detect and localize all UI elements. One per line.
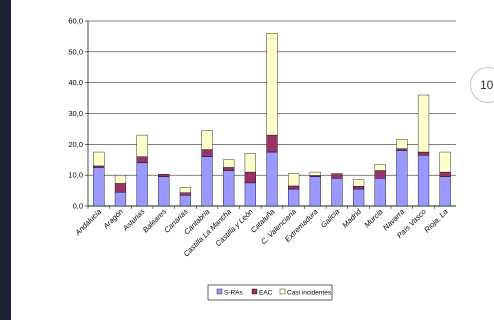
legend-label-eac: EAC [259, 290, 273, 297]
bar-segment-casi-incidentes-9 [288, 173, 300, 187]
y-tick-label: 60,0 [68, 17, 83, 26]
bar-segment-s-ras-13 [374, 178, 386, 207]
bar-segment-casi-incidentes-6 [223, 159, 235, 168]
y-tick-label: 50,0 [68, 47, 83, 56]
bar-segment-s-ras-14 [396, 150, 408, 207]
bar-segment-s-ras-16 [439, 176, 451, 207]
bar-segment-eac-7 [244, 171, 256, 184]
bar-segment-eac-3 [158, 174, 170, 177]
bar-segment-eac-0 [93, 165, 105, 168]
x-axis-labels: AndalucíaAragónAsturiasBalearesCanariasC… [73, 206, 450, 259]
left-frame-band [0, 0, 11, 320]
y-tick-label: 30,0 [68, 109, 83, 118]
legend-swatch-casi-incidentes [279, 288, 286, 295]
x-tick-label: Galicia [319, 207, 342, 230]
bar-segment-eac-13 [374, 170, 386, 179]
bar-segment-eac-4 [179, 192, 192, 196]
legend-swatch-eac [251, 288, 258, 295]
bar-segment-casi-incidentes-15 [417, 94, 430, 153]
bar-segment-s-ras-5 [201, 156, 213, 207]
bar-segment-eac-9 [288, 185, 300, 190]
x-tick-label: Rioja, La [422, 207, 449, 234]
x-tick-label: Madrid [340, 206, 363, 229]
bar-segment-casi-incidentes-5 [201, 130, 213, 150]
bars [93, 33, 451, 207]
bar-segment-eac-15 [417, 151, 430, 156]
bar-segment-casi-incidentes-7 [244, 153, 256, 173]
bar-segment-s-ras-9 [288, 188, 300, 207]
y-tick-label: 20,0 [68, 140, 83, 149]
bar-segment-casi-incidentes-12 [352, 179, 365, 187]
bar-segment-casi-incidentes-2 [136, 134, 148, 157]
page-number: 10 [480, 78, 494, 92]
bar-segment-casi-incidentes-14 [396, 139, 408, 149]
bar-segment-casi-incidentes-10 [309, 171, 321, 176]
bar-segment-s-ras-4 [179, 195, 192, 207]
legend: S-RAs EAC Casi incidentes [207, 284, 333, 301]
bar-segment-eac-11 [331, 173, 343, 179]
bar-segment-s-ras-6 [223, 170, 235, 207]
bar-segment-eac-6 [223, 167, 235, 171]
x-tick-label: Andalucía [73, 207, 104, 238]
bar-segment-eac-16 [439, 171, 451, 177]
y-tick-label: 10,0 [68, 171, 83, 180]
page-number-badge: 10 [470, 67, 494, 103]
legend-label-casi-incidentes: Casi incidentes [287, 290, 332, 297]
bar-segment-s-ras-1 [114, 191, 127, 207]
bar-segment-casi-incidentes-16 [439, 151, 451, 173]
bar-segment-eac-5 [201, 149, 213, 157]
bar-segment-s-ras-0 [93, 167, 105, 207]
bar-segment-s-ras-15 [417, 154, 430, 207]
legend-swatch-s-ras [216, 288, 223, 295]
bar-segment-eac-8 [266, 134, 278, 153]
bar-segment-s-ras-10 [309, 176, 321, 207]
bar-segment-eac-12 [352, 186, 365, 190]
bar-segment-s-ras-2 [136, 162, 148, 207]
bar-segment-casi-incidentes-13 [374, 164, 386, 171]
bar-segment-s-ras-12 [352, 188, 365, 207]
legend-box [207, 284, 333, 301]
y-tick-label: 0,0 [73, 202, 83, 211]
bar-segment-eac-1 [114, 183, 127, 193]
bar-segment-eac-14 [396, 148, 408, 151]
bar-segment-s-ras-7 [244, 182, 256, 207]
bar-segment-casi-incidentes-8 [266, 33, 278, 136]
bar-segment-s-ras-3 [158, 176, 170, 207]
bar-segment-casi-incidentes-0 [93, 151, 105, 167]
bar-segment-casi-incidentes-4 [179, 187, 192, 193]
bar-segment-s-ras-8 [266, 151, 278, 207]
bar-segment-casi-incidentes-1 [114, 174, 127, 184]
y-tick-label: 40,0 [68, 78, 83, 87]
bar-segment-s-ras-11 [331, 178, 343, 207]
legend-label-s-ras: S-RAs [224, 290, 244, 297]
bar-segment-eac-2 [136, 156, 148, 164]
